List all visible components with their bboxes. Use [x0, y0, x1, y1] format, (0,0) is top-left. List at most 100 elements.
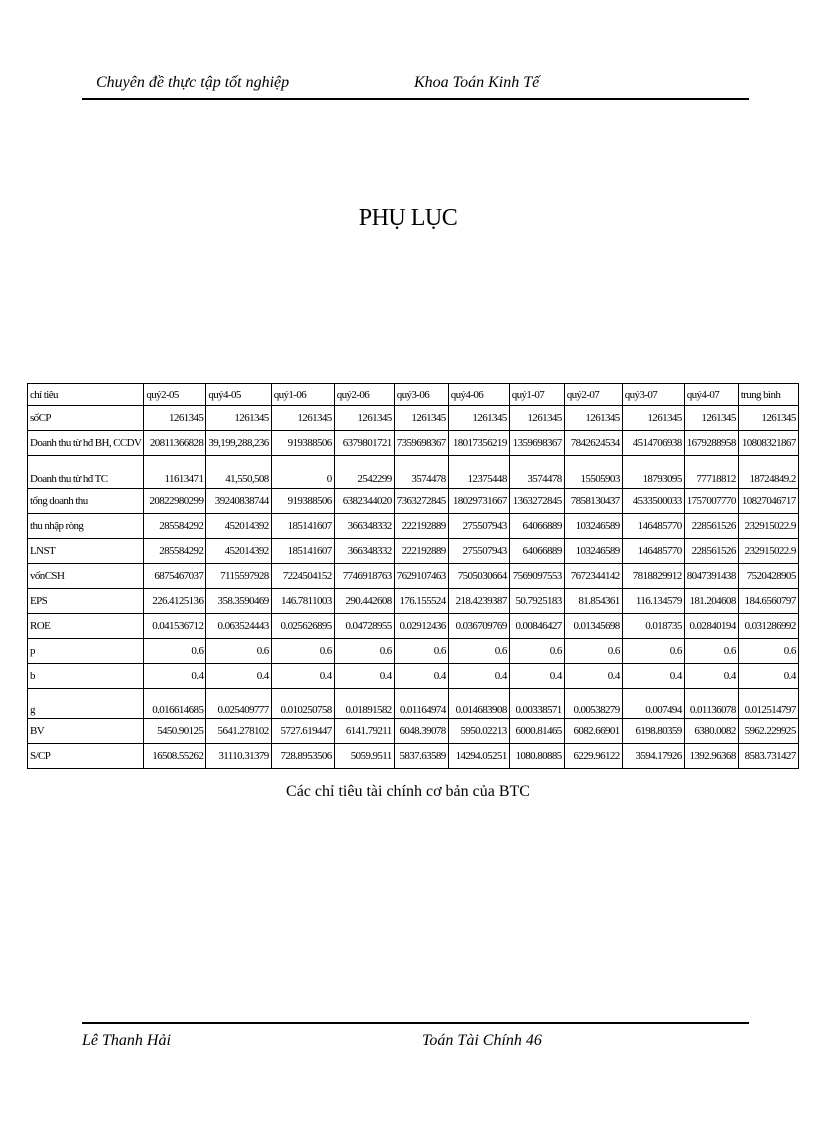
table-cell: 4514706938 [621, 430, 685, 456]
table-cell: 0.6 [393, 638, 449, 664]
table-cell: 77718812 [683, 455, 739, 489]
table-cell: 366348332 [333, 513, 395, 539]
table-cell: 232915022.9 [737, 513, 799, 539]
table-cell: 0.016614685 [143, 688, 207, 719]
row-label: tổng doanh thu [26, 488, 145, 514]
table-cell: 6382344020 [333, 488, 395, 514]
table-cell: 0.036709769 [447, 613, 510, 639]
table-cell: 275507943 [447, 538, 510, 564]
table-row: Doanh thu từ hđ BH, CCDV 20811366828 39,19… [26, 430, 799, 456]
column-header: chỉ tiêu [26, 383, 145, 406]
table-cell: 116.134579 [621, 588, 685, 614]
table-cell: 7746918763 [333, 563, 395, 589]
table-cell: 31110.31379 [205, 743, 272, 769]
table-cell: 41,550,508 [205, 455, 272, 489]
table-cell: 0.6 [563, 638, 623, 664]
row-label: p [26, 638, 145, 664]
table-cell: 5837.63589 [393, 743, 449, 769]
table-cell: 5950.02213 [447, 718, 510, 744]
table-cell: 176.155524 [393, 588, 449, 614]
table-cell: 919388506 [270, 488, 335, 514]
table-cell: 1359698367 [508, 430, 565, 456]
financial-table: chỉ tiêu quý2-05 quý4-05 quý1-06 quý2-06 quý3… [26, 383, 799, 769]
table-cell: 222192889 [393, 513, 449, 539]
table-row: ROE 0.041536712 0.063524443 0.025626895 0.04… [26, 613, 799, 639]
table-cell: 5059.9511 [333, 743, 395, 769]
column-header: quý2-07 [563, 383, 623, 406]
column-header: quý4-05 [205, 383, 272, 406]
row-label: BV [26, 718, 145, 744]
column-header: quý1-06 [270, 383, 335, 406]
row-label: vốnCSH [26, 563, 145, 589]
table-cell: 146485770 [621, 538, 685, 564]
table-cell: 0.063524443 [205, 613, 272, 639]
table-cell: 146485770 [621, 513, 685, 539]
row-label: ROE [26, 613, 145, 639]
table-cell: 0.6 [333, 638, 395, 664]
table-cell: 1363272845 [508, 488, 565, 514]
table-cell: 14294.05251 [447, 743, 510, 769]
table-cell: 181.204608 [683, 588, 739, 614]
table-cell: 0.6 [621, 638, 685, 664]
table-cell: 6229.96122 [563, 743, 623, 769]
table-cell: 1261345 [508, 405, 565, 431]
table-cell: 64066889 [508, 538, 565, 564]
table-cell: 6141.79211 [333, 718, 395, 744]
table-cell: 185141607 [270, 538, 335, 564]
table-cell: 5962.229925 [737, 718, 799, 744]
table-cell: 1261345 [205, 405, 272, 431]
table-cell: 0.007494 [621, 688, 685, 719]
table-row: S/CP 16508.55262 31110.31379 728.8953506 505… [26, 743, 799, 769]
table-cell: 7672344142 [563, 563, 623, 589]
table-cell: 0.01345698 [563, 613, 623, 639]
column-header: quý1-07 [508, 383, 565, 406]
table-cell: 7520428905 [737, 563, 799, 589]
table-cell: 7629107463 [393, 563, 449, 589]
column-header: quý2-05 [143, 383, 207, 406]
table-cell: 728.8953506 [270, 743, 335, 769]
table-cell: 0.00338571 [508, 688, 565, 719]
table-cell: 1392.96368 [683, 743, 739, 769]
table-cell: 1261345 [563, 405, 623, 431]
header-row: chỉ tiêu quý2-05 quý4-05 quý1-06 quý2-06 quý3… [26, 383, 799, 406]
table-cell: 3574478 [508, 455, 565, 489]
table-cell: 103246589 [563, 513, 623, 539]
table-cell: 8047391438 [683, 563, 739, 589]
row-label: b [26, 663, 145, 689]
table-cell: 6082.66901 [563, 718, 623, 744]
table-cell: 228561526 [683, 513, 739, 539]
table-cell: 7842624534 [563, 430, 623, 456]
table-cell: 10808321867 [737, 430, 799, 456]
table-cell: 290.442608 [333, 588, 395, 614]
table-cell: 0.00846427 [508, 613, 565, 639]
table-cell: 20811366828 [143, 430, 207, 456]
column-header: quý3-07 [621, 383, 685, 406]
row-label: LNST [26, 538, 145, 564]
table-cell: 0.4 [563, 663, 623, 689]
row-label: g [26, 688, 145, 719]
table-cell: 50.7925183 [508, 588, 565, 614]
table-cell: 0.01136078 [683, 688, 739, 719]
header-left: Chuyên đề thực tập tốt nghiệp [96, 74, 290, 91]
table-cell: 7569097553 [508, 563, 565, 589]
table-cell: 0.4 [205, 663, 272, 689]
table-cell: 15505903 [563, 455, 623, 489]
table-cell: 16508.55262 [143, 743, 207, 769]
row-label: Doanh thu từ hđ TC [26, 455, 145, 489]
table-cell: 0.012514797 [737, 688, 799, 719]
table-cell: 5450.90125 [143, 718, 207, 744]
table-cell: 0.025626895 [270, 613, 335, 639]
table-row: LNST 285584292 452014392 185141607 366348332… [26, 538, 799, 564]
table-cell: 5727.619447 [270, 718, 335, 744]
column-header: quý3-06 [393, 383, 449, 406]
table-cell: 1679288958 [683, 430, 739, 456]
table-cell: 228561526 [683, 538, 739, 564]
table-row: EPS 226.4125136 358.3590469 146.7811003 290.… [26, 588, 799, 614]
row-label: EPS [26, 588, 145, 614]
footer-left: Lê Thanh Hải [82, 1032, 171, 1049]
table-cell: 218.4239387 [447, 588, 510, 614]
row-label: S/CP [26, 743, 145, 769]
table-cell: 226.4125136 [143, 588, 207, 614]
table-row: g 0.016614685 0.025409777 0.010250758 0.0189… [26, 688, 799, 719]
